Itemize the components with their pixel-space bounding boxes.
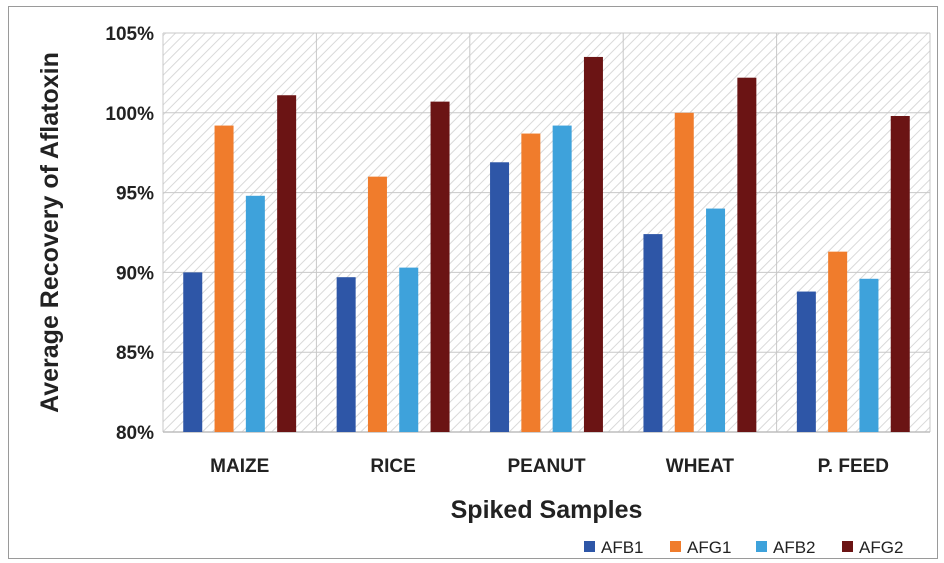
x-tick-label: MAIZE bbox=[210, 456, 269, 477]
y-tick-label: 100% bbox=[105, 104, 154, 125]
chart-frame bbox=[8, 6, 938, 559]
bar-afb2 bbox=[859, 278, 879, 432]
legend-swatch-afg1 bbox=[670, 541, 681, 552]
legend: AFB1 AFG1 AFB2 AFG2 bbox=[584, 538, 903, 557]
bar-afb2 bbox=[399, 267, 419, 432]
x-axis-title: Spiked Samples bbox=[451, 496, 643, 524]
bar-afb1 bbox=[183, 272, 203, 432]
bar-afg1 bbox=[367, 176, 387, 432]
legend-label-afg1: AFG1 bbox=[687, 538, 731, 557]
y-tick-label: 105% bbox=[105, 24, 154, 45]
bar-afg1 bbox=[828, 251, 848, 432]
y-axis-ticks: 80% 85% 90% 95% 100% 105% bbox=[105, 24, 154, 444]
y-tick-label: 80% bbox=[116, 423, 154, 444]
bars bbox=[183, 56, 910, 433]
bar-afg1 bbox=[214, 125, 234, 433]
legend-label-afb2: AFB2 bbox=[773, 538, 816, 557]
x-axis-ticks: MAIZE RICE PEANUT WHEAT P. FEED bbox=[210, 456, 889, 477]
bar-afg2 bbox=[737, 77, 757, 433]
bar-afb2 bbox=[552, 125, 572, 433]
y-tick-label: 90% bbox=[116, 263, 154, 284]
legend-swatch-afb1 bbox=[584, 541, 595, 552]
legend-swatch-afb2 bbox=[756, 541, 767, 552]
y-tick-label: 95% bbox=[116, 184, 154, 205]
bar-afb2 bbox=[245, 195, 265, 432]
legend-label-afg2: AFG2 bbox=[859, 538, 903, 557]
legend-label-afb1: AFB1 bbox=[601, 538, 644, 557]
x-tick-label: WHEAT bbox=[666, 456, 735, 477]
bar-afg1 bbox=[674, 112, 694, 433]
bar-afb1 bbox=[490, 162, 510, 432]
bar-afb1 bbox=[796, 291, 816, 432]
y-tick-label: 85% bbox=[116, 343, 154, 364]
bar-afg2 bbox=[430, 101, 450, 433]
legend-swatch-afg2 bbox=[842, 541, 853, 552]
y-axis-title: Average Recovery of Aflatoxin bbox=[36, 52, 64, 413]
bar-afg2 bbox=[583, 56, 603, 432]
bar-afg2 bbox=[277, 95, 297, 432]
x-tick-label: RICE bbox=[370, 456, 415, 477]
bar-afb2 bbox=[706, 208, 726, 432]
bar-afg1 bbox=[521, 133, 541, 432]
x-tick-label: PEANUT bbox=[507, 456, 586, 477]
x-tick-label: P. FEED bbox=[818, 456, 889, 477]
bar-afg2 bbox=[890, 115, 910, 432]
bar-afb1 bbox=[336, 277, 356, 432]
bar-afb1 bbox=[643, 234, 663, 432]
